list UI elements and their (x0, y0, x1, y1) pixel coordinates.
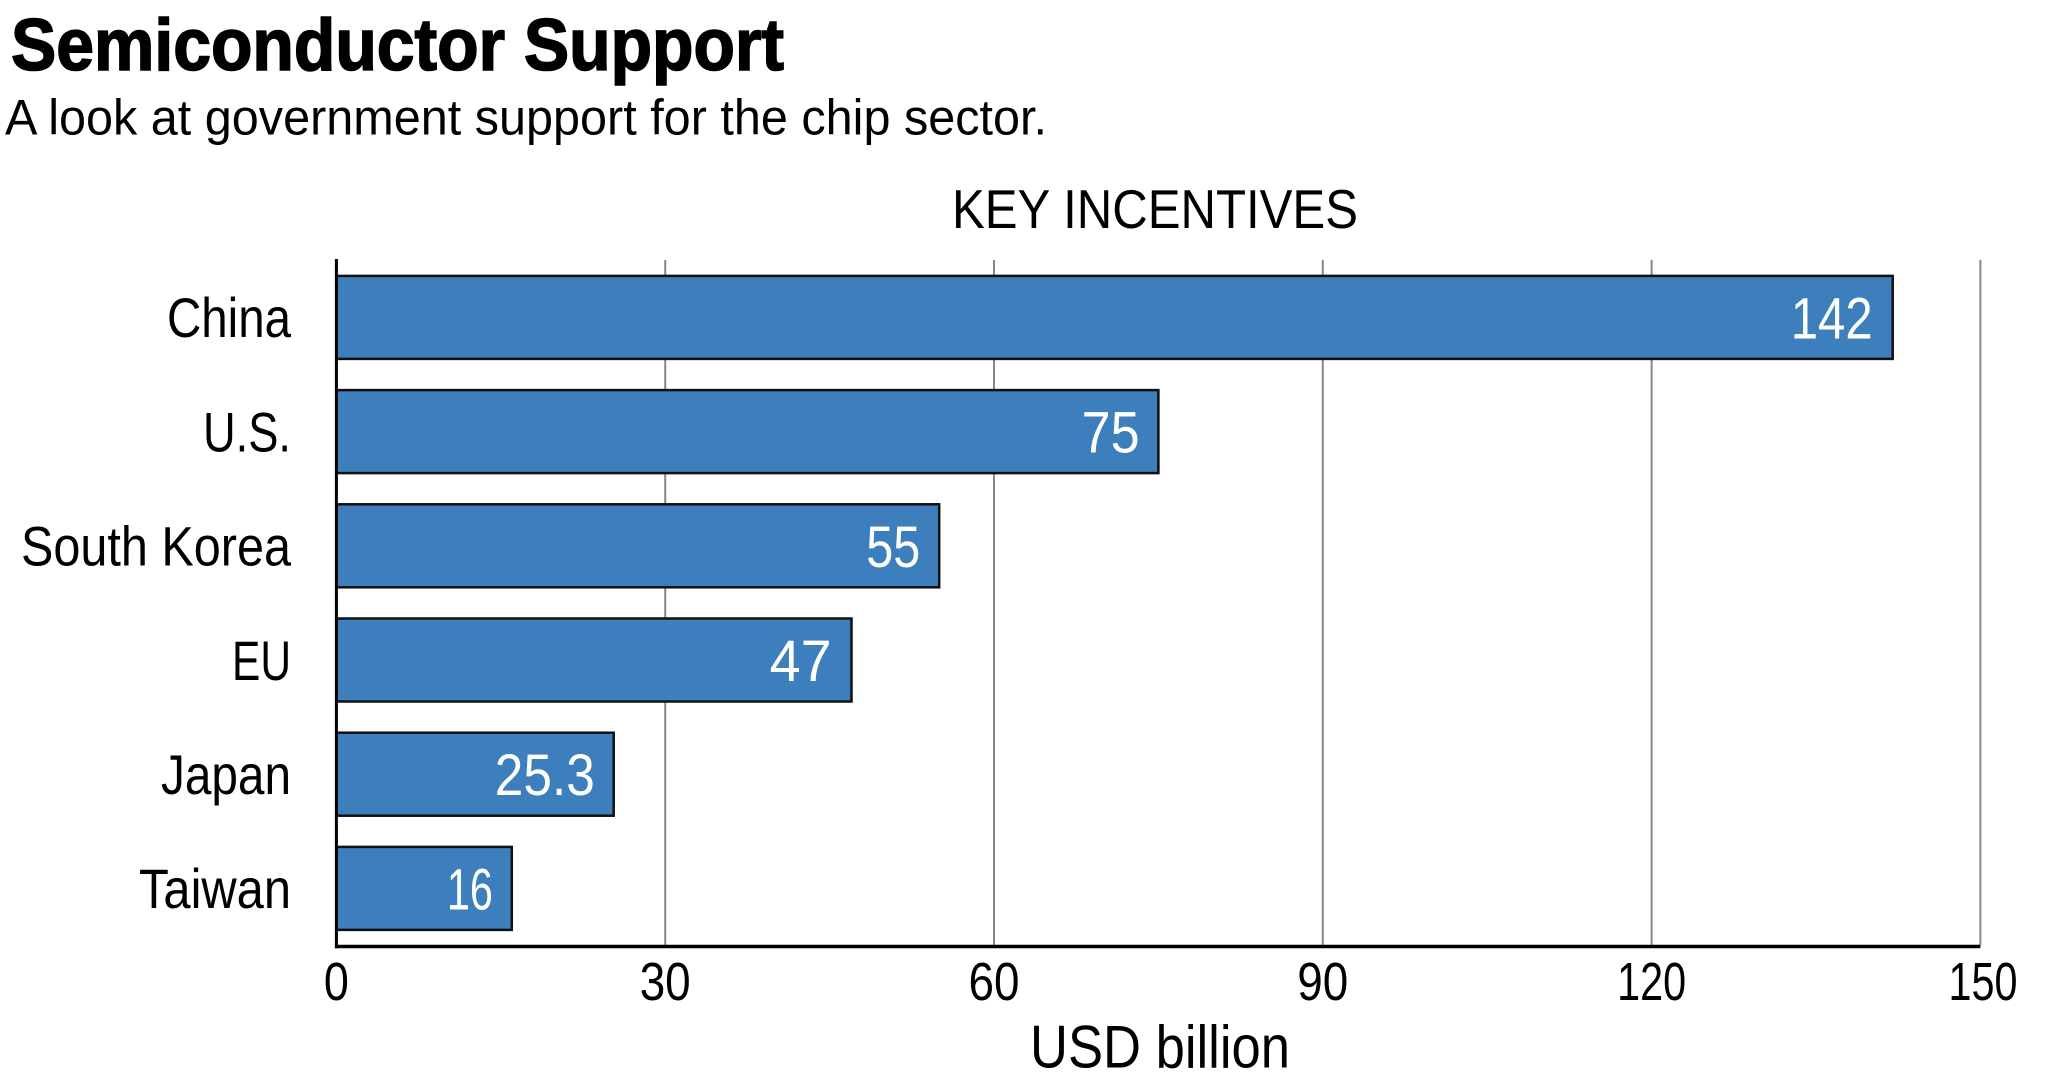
svg-text:25.3: 25.3 (495, 743, 595, 808)
svg-text:U.S.: U.S. (203, 400, 291, 463)
svg-text:Japan: Japan (161, 743, 291, 806)
svg-text:EU: EU (232, 629, 291, 692)
svg-text:KEY INCENTIVES: KEY INCENTIVES (952, 178, 1358, 240)
svg-text:90: 90 (1297, 952, 1348, 1012)
svg-text:75: 75 (1082, 401, 1140, 466)
svg-text:120: 120 (1617, 952, 1686, 1012)
svg-text:Semiconductor Support: Semiconductor Support (11, 5, 784, 86)
svg-text:China: China (167, 286, 292, 349)
svg-text:60: 60 (969, 952, 1020, 1012)
svg-text:47: 47 (770, 629, 832, 694)
svg-text:30: 30 (640, 952, 691, 1012)
svg-text:142: 142 (1791, 286, 1873, 351)
svg-text:South Korea: South Korea (21, 515, 292, 578)
svg-text:USD billion: USD billion (1030, 1013, 1290, 1080)
svg-text:150: 150 (1949, 952, 2018, 1012)
svg-text:16: 16 (447, 857, 493, 922)
svg-text:A look at government support f: A look at government support for the chi… (5, 90, 1047, 146)
svg-text:Taiwan: Taiwan (139, 857, 291, 920)
svg-text:55: 55 (866, 515, 920, 580)
svg-text:0: 0 (324, 952, 349, 1012)
